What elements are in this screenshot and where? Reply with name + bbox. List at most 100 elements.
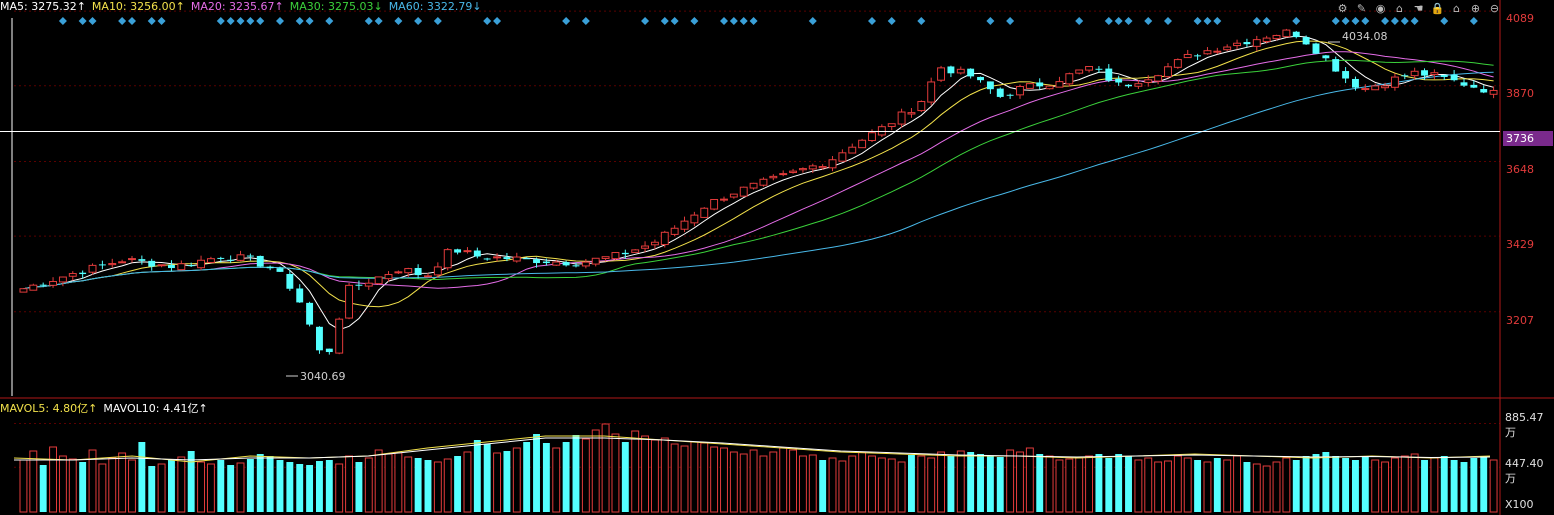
signal-diamond [157,17,166,25]
volume-bar-down [39,465,47,512]
candle-up [1361,88,1370,91]
signal-diamond [1006,17,1015,25]
candle-up [808,165,817,170]
price-tick-3648: 3648 [1506,163,1534,176]
candle-down [1440,75,1448,77]
volume-bar-up [1203,461,1212,513]
candle-up [206,258,215,263]
ma20-legend: MA20: 3235.67↑ [190,0,284,13]
lock-icon[interactable]: 🔒 [1430,2,1445,15]
volume-tick-high: 885.47万 [1505,411,1544,439]
signal-diamond [986,17,995,25]
candle-up [749,182,758,189]
volume-tick-mid: 447.40万 [1505,457,1544,485]
candle-up [769,175,778,179]
volume-bar-up [236,462,245,513]
price-tick-3429: 3429 [1506,238,1534,251]
signal-diamond [1361,17,1370,25]
candle-up [729,193,738,198]
candle-up [1381,85,1390,89]
volume-bar-up [1183,457,1192,513]
signal-diamond [581,17,590,25]
volume-bar-up [838,460,847,513]
signal-diamond [1075,17,1084,25]
home-icon[interactable]: ⌂ [1453,2,1460,15]
signal-diamond [867,17,876,25]
zoom-out-icon[interactable]: ⊖ [1489,2,1500,15]
volume-bar-down [473,440,481,512]
candle-down [246,255,254,257]
signal-diamond [1144,17,1153,25]
volume-bar-up [1065,458,1074,513]
signal-diamond [808,17,817,25]
candle-up [710,198,719,210]
candle-up [1213,50,1222,53]
candle-up [177,263,186,271]
candle-up [1085,66,1094,71]
volume-bar-down [1440,456,1448,512]
volume-bar-down [1361,456,1369,512]
candle-down [79,272,87,275]
signal-diamond [719,17,728,25]
mavol10-line [14,437,1491,461]
candle-down [621,252,629,255]
candle-down [1243,42,1251,45]
signal-diamond [414,17,423,25]
volume-bar-up [394,452,403,513]
volume-bar-down [533,434,540,512]
volume-bar-up [1045,455,1054,513]
volume-bar-up [1025,447,1034,513]
volume-bar-up [1016,451,1024,513]
volume-bar-down [1480,456,1488,512]
candle-down [1125,84,1132,87]
volume-bar-up [1400,455,1409,513]
volume-bar-up [591,429,600,513]
volume-bar-down [1312,454,1320,512]
hand-icon[interactable]: ☚ [1413,2,1424,15]
pencil-icon[interactable]: ✎ [1356,2,1367,15]
signal-diamond [887,17,896,25]
volume-bar-down [1213,458,1221,512]
signal-diamond [1124,17,1133,25]
volume-bar-up [49,446,58,513]
eye-icon[interactable]: ◉ [1375,2,1386,15]
signal-diamond [1440,17,1449,25]
mavol10-legend: MAVOL10: 4.41亿↑ [103,402,208,415]
signal-diamond [562,17,571,25]
volume-bar-up [1272,461,1281,513]
volume-legend: MAVOL5: 4.80亿↑ MAVOL10: 4.41亿↑ [0,400,214,415]
volume-bar-down [977,454,984,512]
candle-down [306,302,314,325]
volume-bar-down [227,465,235,512]
signal-diamond [1213,17,1222,25]
volume-bar-down [414,458,422,512]
candle-up [443,249,452,269]
candle-down [256,255,264,267]
candle-up [641,245,650,249]
zoom-in-icon[interactable]: ⊕ [1470,2,1481,15]
gear-icon[interactable]: ⚙ [1337,2,1348,15]
volume-bar-up [720,447,728,513]
cursor-price-tag: 3736 [1503,131,1553,146]
candle-up [1154,75,1163,82]
volume-bar-up [68,458,77,513]
candle-down [1421,70,1428,76]
signal-diamond [78,17,87,25]
volume-bar-up [335,463,344,513]
ma5-line [23,35,1494,331]
candle-down [187,265,195,267]
volume-bar-down [454,456,462,512]
volume-bar-down [316,461,323,512]
candle-up [917,101,926,112]
signal-diamond [127,17,136,25]
candle-up [956,68,965,74]
bank-icon[interactable]: ⌂ [1396,2,1403,15]
candle-up [798,168,807,171]
candle-down [1470,84,1478,88]
candle-down [523,258,531,260]
signal-diamond [246,17,255,25]
volume-bar-up [364,457,373,513]
candle-down [148,260,156,267]
volume-bar-up [769,451,778,513]
